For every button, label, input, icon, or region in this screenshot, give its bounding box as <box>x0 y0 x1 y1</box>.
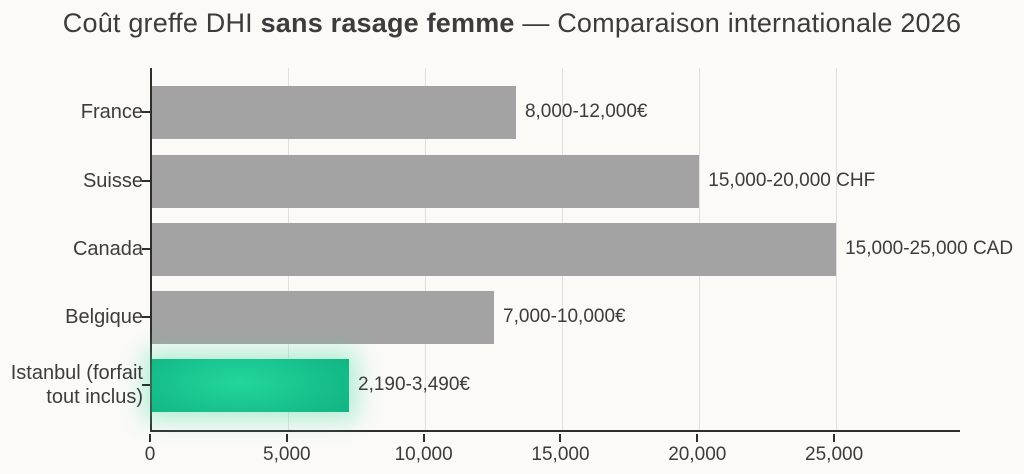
category-label: Canada <box>72 238 143 260</box>
x-axis-tick <box>833 434 836 442</box>
x-axis-tick-label: 10,000 <box>394 444 453 465</box>
bar-value-label: 15,000-25,000 CAD <box>845 238 1014 259</box>
bar-highlighted <box>152 358 350 412</box>
bar-value-label: 8,000-12,000€ <box>524 101 648 122</box>
category-tick <box>142 384 150 386</box>
gridline <box>835 68 837 430</box>
bar <box>152 222 837 276</box>
bar <box>152 85 516 139</box>
bar-value-label: 2,190-3,490€ <box>358 374 471 395</box>
x-axis-tick-label: 5,000 <box>263 444 311 465</box>
plot-area: 8,000-12,000€ 15,000-20,000 CHF 15,000-25,… <box>150 68 1013 432</box>
category-label: Istanbul (forfait tout inclus) <box>10 362 143 408</box>
x-axis-tick-label: 15,000 <box>531 444 590 465</box>
bar <box>152 154 700 208</box>
x-axis-tick-label: 25,000 <box>805 444 864 465</box>
x-axis-tick-label: 20,000 <box>668 444 727 465</box>
chart-title-prefix: Coût greffe DHI <box>62 8 261 38</box>
x-axis-tick <box>285 434 288 442</box>
x-axis-tick <box>149 434 151 442</box>
category-tick <box>142 316 150 318</box>
bar <box>152 290 495 344</box>
chart-title-suffix: — Comparaison internationale 2026 <box>514 8 962 38</box>
x-axis-tick <box>559 434 562 442</box>
category-tick <box>142 180 150 182</box>
category-tick <box>142 248 150 250</box>
category-label: France <box>80 101 143 123</box>
chart-title-emphasis: sans rasage femme <box>260 8 515 38</box>
x-axis-tick-label: 0 <box>144 444 156 465</box>
category-label: Belgique <box>65 306 143 328</box>
bar-value-label: 15,000-20,000 CHF <box>708 170 876 191</box>
bar-value-label: 7,000-10,000€ <box>503 306 626 327</box>
x-axis-tick <box>696 434 699 442</box>
category-tick <box>142 111 150 113</box>
x-axis-tick <box>422 434 425 442</box>
category-label: Suisse <box>82 170 143 192</box>
chart-title: Coût greffe DHI sans rasage femme — Comp… <box>0 8 1024 39</box>
